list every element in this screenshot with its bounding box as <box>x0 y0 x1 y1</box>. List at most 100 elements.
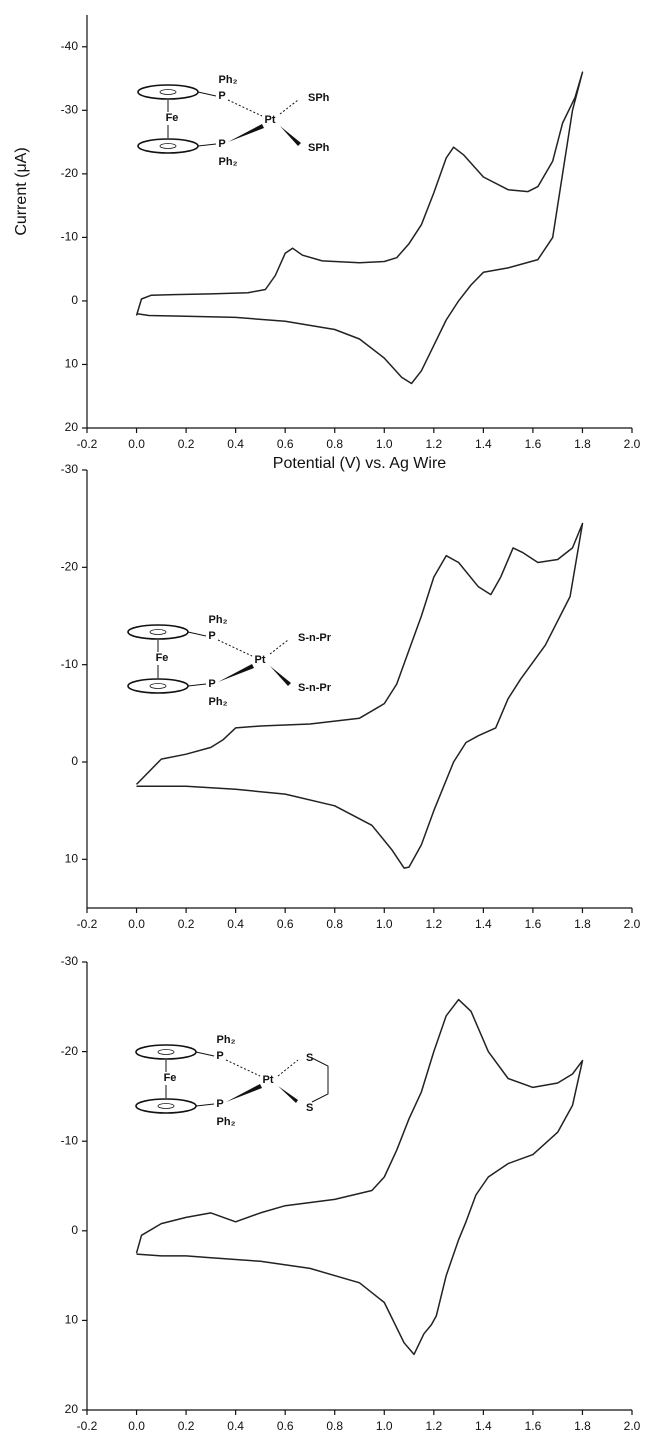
structure-label: Fe <box>156 652 169 664</box>
x-tick-label: 0.2 <box>178 917 195 931</box>
ring-inner <box>149 683 167 689</box>
y-tick-label: -10 <box>61 657 79 671</box>
structure-label: P <box>216 1050 223 1062</box>
structure-label: Ph₂ <box>219 74 238 86</box>
x-tick-label: -0.2 <box>77 917 98 931</box>
ring-inner <box>157 1103 175 1109</box>
y-tick-label: -30 <box>61 462 79 476</box>
s-bond <box>269 639 289 655</box>
y-tick-label: 10 <box>65 852 79 866</box>
x-tick-label: 1.2 <box>425 917 442 931</box>
y-tick-label: 0 <box>71 754 78 768</box>
ring-inner <box>159 143 177 149</box>
y-tick-label: -30 <box>61 954 79 968</box>
ring-p-bond <box>187 631 207 637</box>
x-tick-label: 0.6 <box>277 437 294 451</box>
x-tick-label: 1.2 <box>425 437 442 451</box>
x-tick-label: 2.0 <box>624 917 641 931</box>
x-tick-label: 1.4 <box>475 917 492 931</box>
y-tick-label: 20 <box>65 1402 79 1416</box>
cv-curve <box>135 998 584 1356</box>
ring-p-bond <box>187 683 207 687</box>
ring-p-bond <box>195 1051 215 1057</box>
x-tick-label: 0.2 <box>178 437 195 451</box>
structure-inset: Ph₂ P Fe Pt P Ph₂ S S <box>135 1034 329 1128</box>
y-tick-label: 0 <box>71 1223 78 1237</box>
cyclopentadienyl-ring <box>127 678 189 694</box>
x-tick-label: -0.2 <box>77 437 98 451</box>
structure-label: P <box>218 90 225 102</box>
cyclopentadienyl-ring <box>135 1044 197 1060</box>
x-tick-label: 0.4 <box>227 1419 244 1433</box>
x-axis-label: Potential (V) vs. Ag Wire <box>273 455 446 472</box>
p-pt-wedge <box>228 124 264 142</box>
structure-label: Fe <box>166 112 179 124</box>
cyclopentadienyl-ring <box>135 1098 197 1114</box>
y-tick-label: 10 <box>65 1313 79 1327</box>
x-tick-label: 1.6 <box>525 917 542 931</box>
structure-label: Ph₂ <box>217 1116 236 1128</box>
structure-label: Ph₂ <box>209 614 228 626</box>
structure-label: Ph₂ <box>219 156 238 168</box>
structure-label: Pt <box>255 654 266 666</box>
structure-label: Ph₂ <box>217 1034 236 1046</box>
structure-label: S <box>306 1102 313 1114</box>
x-tick-label: 1.8 <box>574 437 591 451</box>
y-tick-label: 20 <box>65 420 79 434</box>
structure-inset: Ph₂ P Fe Pt P Ph₂ S-n-Pr S-n-Pr <box>127 614 332 708</box>
x-tick-label: 1.4 <box>475 1419 492 1433</box>
x-tick-label: 0.6 <box>277 917 294 931</box>
structure-label: Pt <box>265 114 276 126</box>
p-pt-hashed <box>227 99 263 117</box>
structure-label: P <box>208 678 215 690</box>
x-tick-label: 2.0 <box>624 437 641 451</box>
x-tick-label: 1.8 <box>574 917 591 931</box>
y-tick-label: -20 <box>61 166 79 180</box>
structure-label: Pt <box>263 1074 274 1086</box>
x-tick-label: 0.8 <box>326 437 343 451</box>
x-tick-label: 1.4 <box>475 437 492 451</box>
y-tick-label: -20 <box>61 560 79 574</box>
structure-label: P <box>208 630 215 642</box>
x-tick-label: 0.6 <box>277 1419 294 1433</box>
x-tick-label: 0.2 <box>178 1419 195 1433</box>
s-wedge <box>280 126 301 146</box>
y-tick-label: -30 <box>61 102 79 116</box>
cv-curve <box>135 71 584 385</box>
y-tick-label: -10 <box>61 230 79 244</box>
x-tick-label: 2.0 <box>624 1419 641 1433</box>
y-tick-label: -20 <box>61 1044 79 1058</box>
x-tick-label: 1.6 <box>525 437 542 451</box>
x-tick-label: 1.8 <box>574 1419 591 1433</box>
x-tick-label: 1.2 <box>425 1419 442 1433</box>
y-tick-label: -10 <box>61 1133 79 1147</box>
p-pt-hashed <box>225 1059 261 1077</box>
structure-label: S-n-Pr <box>298 682 332 694</box>
chelate-chain <box>311 1057 329 1103</box>
x-tick-label: 0.0 <box>128 1419 145 1433</box>
s-bond <box>279 99 299 115</box>
x-tick-label: 0.4 <box>227 917 244 931</box>
structure-label: SPh <box>308 142 330 154</box>
y-tick-label: -40 <box>61 39 79 53</box>
structure-inset: Ph₂ P Fe Pt P Ph₂ SPh SPh <box>137 74 330 168</box>
ring-inner <box>159 89 177 95</box>
structure-label: P <box>218 138 225 150</box>
cyclopentadienyl-ring <box>127 624 189 640</box>
x-tick-label: 1.6 <box>525 1419 542 1433</box>
y-tick-label: 10 <box>65 357 79 371</box>
structure-label: S-n-Pr <box>298 632 332 644</box>
x-tick-label: 1.0 <box>376 437 393 451</box>
structure-label: P <box>216 1098 223 1110</box>
structure-label: S <box>306 1052 313 1064</box>
ring-p-bond <box>195 1103 215 1107</box>
ring-inner <box>149 629 167 635</box>
x-tick-label: 1.0 <box>376 1419 393 1433</box>
structure-label: Fe <box>164 1072 177 1084</box>
x-tick-label: 0.8 <box>326 1419 343 1433</box>
ring-p-bond <box>197 143 217 147</box>
y-axis-label: Current (μA) <box>13 147 30 235</box>
x-tick-label: 0.4 <box>227 437 244 451</box>
p-pt-wedge <box>218 664 254 682</box>
x-tick-label: 0.0 <box>128 437 145 451</box>
